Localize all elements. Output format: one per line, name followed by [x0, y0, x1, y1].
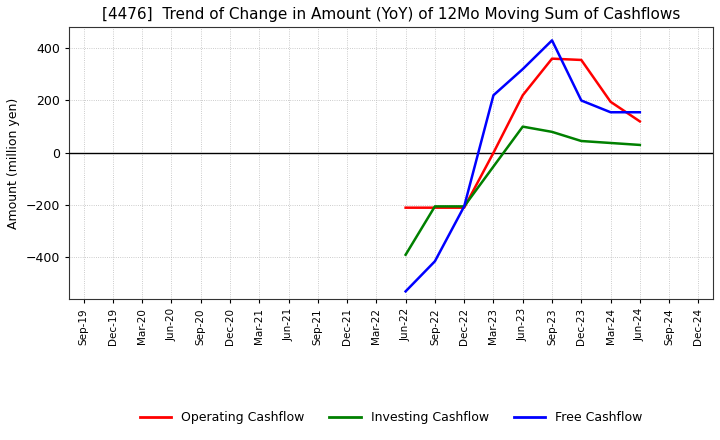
Y-axis label: Amount (million yen): Amount (million yen)	[7, 98, 20, 229]
Title: [4476]  Trend of Change in Amount (YoY) of 12Mo Moving Sum of Cashflows: [4476] Trend of Change in Amount (YoY) o…	[102, 7, 680, 22]
Legend: Operating Cashflow, Investing Cashflow, Free Cashflow: Operating Cashflow, Investing Cashflow, …	[135, 406, 647, 429]
